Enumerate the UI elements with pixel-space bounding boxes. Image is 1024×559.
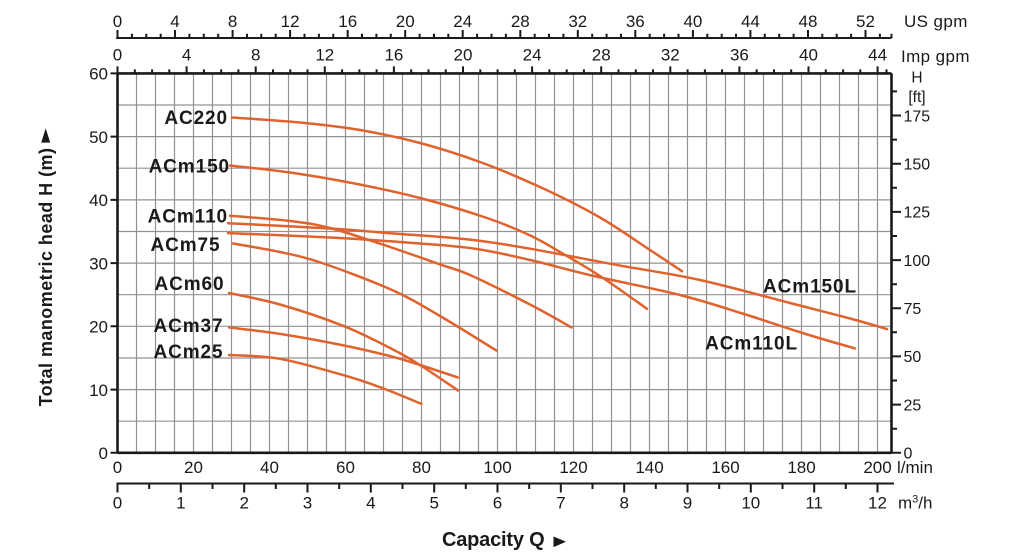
svg-text:Imp gpm: Imp gpm xyxy=(901,47,970,66)
svg-text:Total manometric head H (m): Total manometric head H (m) xyxy=(36,148,56,407)
svg-text:0: 0 xyxy=(113,46,122,65)
svg-text:m3/h: m3/h xyxy=(898,493,932,512)
svg-text:40: 40 xyxy=(260,458,279,477)
svg-text:9: 9 xyxy=(683,493,692,512)
svg-text:8: 8 xyxy=(619,493,628,512)
svg-text:50: 50 xyxy=(904,349,922,366)
svg-text:24: 24 xyxy=(453,12,472,31)
svg-text:30: 30 xyxy=(89,254,108,273)
svg-text:0: 0 xyxy=(113,12,122,31)
svg-text:28: 28 xyxy=(592,46,611,65)
svg-text:32: 32 xyxy=(568,12,587,31)
svg-text:Capacity Q: Capacity Q xyxy=(442,529,544,551)
svg-text:28: 28 xyxy=(511,12,530,31)
svg-text:16: 16 xyxy=(384,46,403,65)
svg-text:40: 40 xyxy=(799,46,818,65)
svg-text:75: 75 xyxy=(904,301,922,318)
svg-text:175: 175 xyxy=(904,108,931,125)
svg-text:40: 40 xyxy=(683,12,702,31)
svg-text:60: 60 xyxy=(89,65,108,84)
svg-text:20: 20 xyxy=(89,318,108,337)
svg-text:180: 180 xyxy=(787,458,815,477)
svg-text:4: 4 xyxy=(366,493,375,512)
svg-text:ACm37: ACm37 xyxy=(154,316,224,337)
svg-text:36: 36 xyxy=(730,46,749,65)
svg-text:[ft]: [ft] xyxy=(908,89,925,106)
svg-text:8: 8 xyxy=(251,46,260,65)
svg-text:32: 32 xyxy=(661,46,680,65)
svg-text:100: 100 xyxy=(483,458,511,477)
svg-text:20: 20 xyxy=(454,46,473,65)
svg-text:12: 12 xyxy=(281,12,300,31)
svg-text:0: 0 xyxy=(904,446,913,463)
svg-text:3: 3 xyxy=(303,493,312,512)
svg-text:40: 40 xyxy=(89,191,108,210)
svg-text:2: 2 xyxy=(239,493,248,512)
svg-text:0: 0 xyxy=(113,458,122,477)
svg-text:ACm110L: ACm110L xyxy=(705,334,798,355)
svg-text:7: 7 xyxy=(556,493,565,512)
svg-text:52: 52 xyxy=(856,12,875,31)
svg-text:6: 6 xyxy=(493,493,502,512)
svg-text:48: 48 xyxy=(799,12,818,31)
svg-text:160: 160 xyxy=(711,458,739,477)
svg-text:140: 140 xyxy=(635,458,663,477)
svg-text:0: 0 xyxy=(99,444,108,463)
svg-text:0: 0 xyxy=(113,493,122,512)
svg-text:60: 60 xyxy=(336,458,355,477)
svg-text:ACm110: ACm110 xyxy=(148,207,228,228)
svg-text:ACm60: ACm60 xyxy=(155,274,225,295)
svg-text:12: 12 xyxy=(315,46,334,65)
svg-text:36: 36 xyxy=(626,12,645,31)
svg-text:44: 44 xyxy=(741,12,760,31)
svg-text:US gpm: US gpm xyxy=(904,12,968,31)
svg-text:4: 4 xyxy=(182,46,191,65)
svg-text:ACm150L: ACm150L xyxy=(763,277,857,298)
svg-text:8: 8 xyxy=(228,12,237,31)
svg-text:50: 50 xyxy=(89,128,108,147)
svg-text:ACm75: ACm75 xyxy=(151,235,221,256)
svg-text:4: 4 xyxy=(170,12,179,31)
svg-text:16: 16 xyxy=(338,12,357,31)
svg-text:120: 120 xyxy=(559,458,587,477)
svg-text:200: 200 xyxy=(863,458,891,477)
svg-text:ACm150: ACm150 xyxy=(149,156,230,177)
svg-text:24: 24 xyxy=(523,46,542,65)
svg-text:12: 12 xyxy=(868,493,887,512)
svg-text:100: 100 xyxy=(904,253,931,270)
svg-text:20: 20 xyxy=(396,12,415,31)
svg-text:20: 20 xyxy=(184,458,203,477)
svg-text:125: 125 xyxy=(904,205,931,222)
svg-text:11: 11 xyxy=(805,493,823,512)
svg-text:1: 1 xyxy=(176,493,185,512)
svg-text:H: H xyxy=(911,70,922,87)
svg-text:25: 25 xyxy=(904,397,922,414)
svg-text:10: 10 xyxy=(89,381,108,400)
svg-text:10: 10 xyxy=(741,493,760,512)
svg-text:ACm25: ACm25 xyxy=(154,342,224,363)
svg-text:150: 150 xyxy=(904,157,931,174)
svg-text:44: 44 xyxy=(868,46,887,65)
svg-text:AC220: AC220 xyxy=(164,108,228,129)
svg-text:l/min: l/min xyxy=(897,458,933,477)
svg-text:80: 80 xyxy=(412,458,431,477)
svg-text:5: 5 xyxy=(429,493,438,512)
